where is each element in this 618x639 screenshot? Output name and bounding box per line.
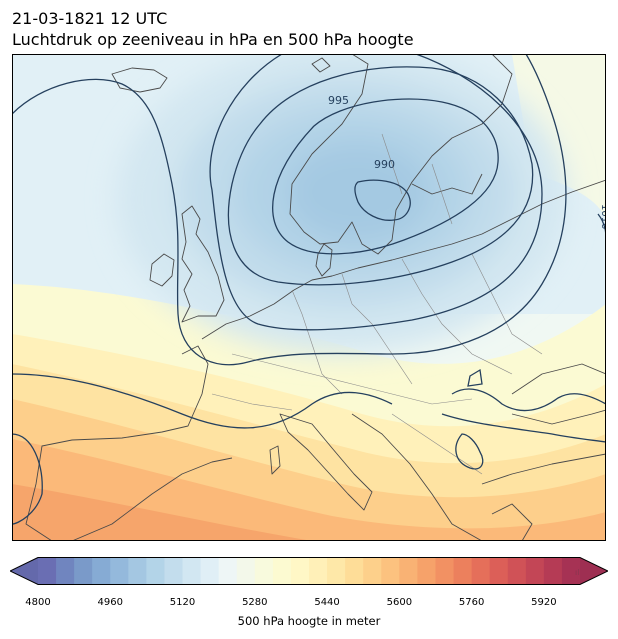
weather-map: 995 990 1010: [12, 54, 606, 541]
isobar-labels: 995 990 1010: [328, 94, 606, 229]
colorbar-segment: [507, 557, 527, 585]
colorbar-segment: [92, 557, 111, 585]
colorbar-segment: [146, 557, 165, 585]
colorbar-tick-label: 5120: [169, 597, 196, 608]
isobar-label-1010: 1010: [599, 204, 606, 229]
borders: [211, 133, 543, 475]
colorbar-segment: [453, 557, 473, 585]
colorbar-segment: [110, 557, 129, 585]
colorbar-segment: [381, 557, 400, 585]
colorbar-segment: [56, 557, 75, 585]
colorbar: ıl: [10, 557, 608, 585]
colorbar-segment: [128, 557, 147, 585]
colorbar-segment: [218, 557, 238, 585]
map-datetime: 21-03-1821 12 UTC: [12, 9, 168, 28]
colorbar-segment: [327, 557, 346, 585]
colorbar-segment: [254, 557, 274, 585]
colorbar-label: 500 hPa hoogte in meter: [237, 614, 381, 628]
colorbar-tick-label: 5600: [386, 597, 413, 608]
coastlines: [25, 54, 606, 541]
colorbar-segment: [182, 557, 202, 585]
colorbar-tick-label: 5760: [458, 597, 485, 608]
colorbar-watermark: ıl: [575, 568, 579, 577]
colorbar-segment: [236, 557, 256, 585]
colorbar-tick-label: 4960: [97, 597, 123, 608]
colorbar-segment: [363, 557, 382, 585]
colorbar-segment: [74, 557, 93, 585]
colorbar-tick-label: 5920: [531, 597, 557, 608]
map-frame: [12, 54, 606, 541]
colorbar-segments: [38, 557, 581, 585]
colorbar-segment: [471, 557, 491, 585]
isobar-label-995: 995: [328, 94, 349, 107]
colorbar-outline: [10, 557, 608, 585]
colorbar-segment: [200, 557, 220, 585]
colorbar-segment: [38, 557, 57, 585]
colorbar-tick-label: 5280: [242, 597, 268, 608]
colorbar-segment: [399, 557, 418, 585]
colorbar-segment: [489, 557, 509, 585]
isobars: [12, 54, 606, 525]
colorbar-segment: [309, 557, 328, 585]
height-field: [12, 54, 606, 541]
colorbar-segment: [417, 557, 436, 585]
colorbar-segment: [525, 557, 545, 585]
colorbar-segment: [345, 557, 364, 585]
colorbar-segment: [290, 557, 310, 585]
colorbar-segment: [272, 557, 292, 585]
colorbar-segment: [164, 557, 184, 585]
colorbar-extend-low: [10, 557, 38, 585]
colorbar-segment: [435, 557, 455, 585]
isobar-label-990: 990: [374, 158, 395, 171]
map-title: Luchtdruk op zeeniveau in hPa en 500 hPa…: [12, 30, 414, 49]
colorbar-tick-label: 4800: [25, 597, 51, 608]
colorbar-segment: [561, 557, 581, 585]
colorbar-tick-label: 5440: [314, 597, 340, 608]
colorbar-segment: [543, 557, 563, 585]
colorbar-extend-high: [580, 557, 608, 585]
